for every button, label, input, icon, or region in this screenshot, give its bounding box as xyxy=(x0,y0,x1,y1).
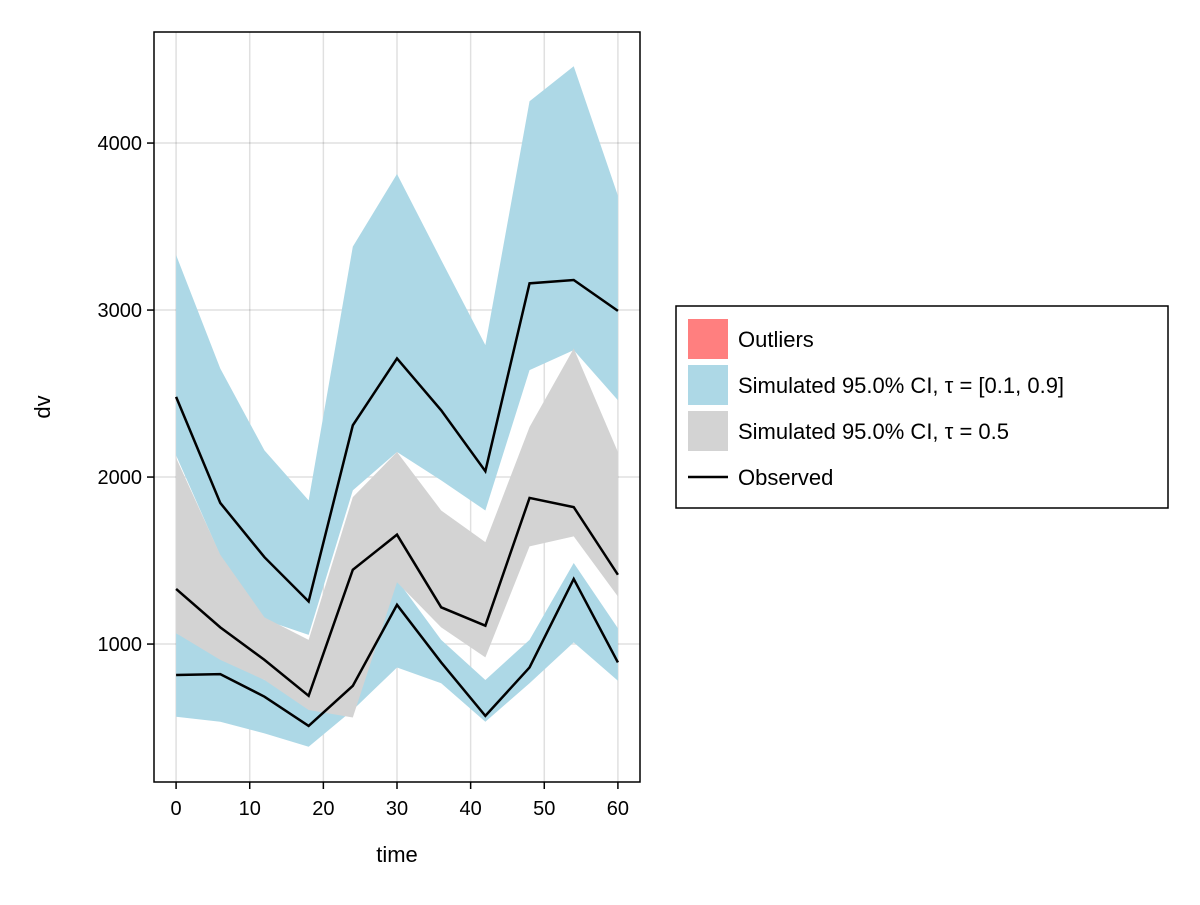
x-tick-label: 40 xyxy=(460,798,482,820)
ci-band xyxy=(176,66,618,635)
legend-swatch xyxy=(688,319,728,359)
y-tick-label: 3000 xyxy=(98,300,143,322)
x-tick-label: 0 xyxy=(171,798,182,820)
ci-band xyxy=(176,563,618,747)
legend-label: Simulated 95.0% CI, τ = [0.1, 0.9] xyxy=(738,373,1064,398)
observed-line xyxy=(176,576,620,728)
y-axis-label: dv xyxy=(30,395,55,418)
x-tick-label: 50 xyxy=(533,798,555,820)
y-tick-label: 2000 xyxy=(98,467,143,489)
y-tick-label: 1000 xyxy=(98,634,143,656)
legend-label: Outliers xyxy=(738,327,814,352)
bands xyxy=(176,66,618,747)
observed-lines xyxy=(174,278,620,728)
x-tick-label: 20 xyxy=(312,798,334,820)
y-tick-label: 4000 xyxy=(98,133,143,155)
legend-swatch xyxy=(688,365,728,405)
x-tick-label: 10 xyxy=(239,798,261,820)
ticks: 0 10 20 30 40 50 60 1000 2000 3000 4000 xyxy=(98,133,630,820)
ci-band xyxy=(176,348,618,718)
legend-swatch xyxy=(688,411,728,451)
legend: Outliers Simulated 95.0% CI, τ = [0.1, 0.… xyxy=(675,305,1169,509)
x-axis-label: time xyxy=(376,842,418,867)
legend-label: Observed xyxy=(738,465,833,490)
legend-label: Simulated 95.0% CI, τ = 0.5 xyxy=(738,419,1009,444)
x-tick-label: 60 xyxy=(607,798,629,820)
legend-frame xyxy=(675,305,1169,509)
observed-line xyxy=(174,278,619,604)
x-tick-label: 30 xyxy=(386,798,408,820)
observed-line xyxy=(175,496,619,698)
